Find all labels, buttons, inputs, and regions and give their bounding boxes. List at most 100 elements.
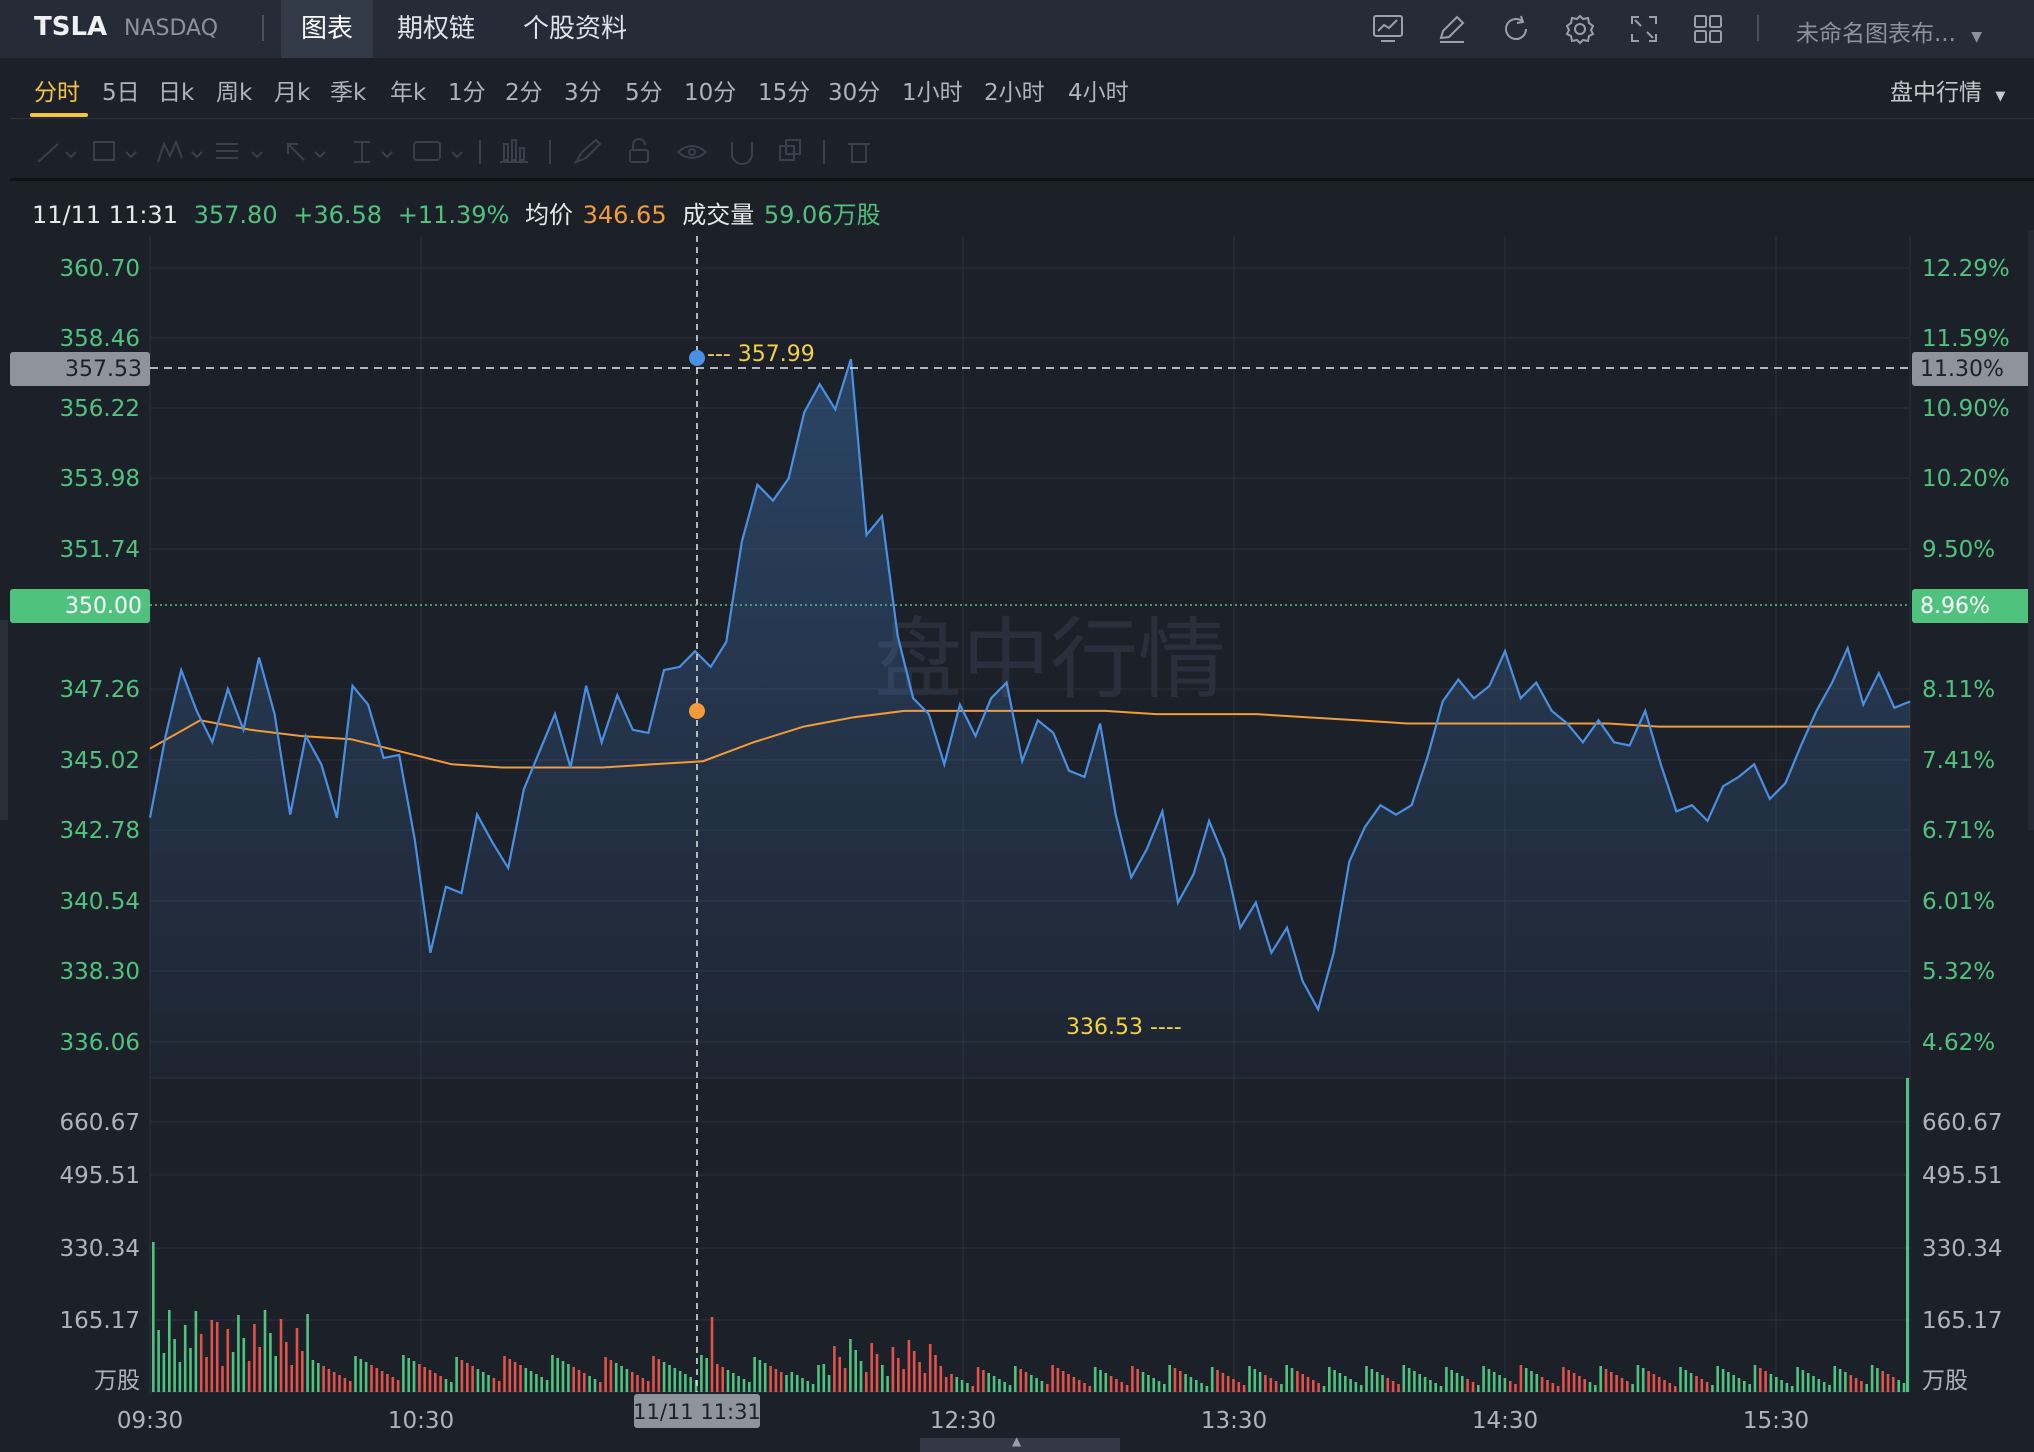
volume-bar <box>912 1351 916 1392</box>
period-10[interactable]: 5分 <box>625 80 663 106</box>
layout-selector[interactable]: 未命名图表布... ▼ <box>1796 14 1982 48</box>
period-1[interactable]: 5日 <box>102 80 140 106</box>
price-line <box>148 358 1911 1013</box>
volume-bar <box>402 1355 405 1392</box>
volume-bar <box>577 1370 581 1392</box>
period-0[interactable]: 分时 <box>34 80 80 106</box>
period-13[interactable]: 30分 <box>828 80 881 106</box>
arrow-tool-icon[interactable] <box>287 143 326 161</box>
period-4[interactable]: 月k <box>274 80 311 106</box>
price-tick: 358.46 <box>60 326 140 352</box>
volume-bar <box>1604 1369 1608 1392</box>
volume-bar <box>1274 1381 1278 1392</box>
rectangle-tool-icon[interactable] <box>93 141 137 161</box>
grid-layout-icon[interactable] <box>1691 12 1725 46</box>
volume-tick: 165.17 <box>1922 1308 2002 1334</box>
volume-bar <box>1429 1380 1432 1392</box>
sidebar-toggle-handle[interactable] <box>0 620 8 820</box>
volume-bar <box>1455 1373 1459 1392</box>
volume-bar <box>1253 1369 1257 1392</box>
indicator-chart-icon[interactable] <box>1371 12 1405 46</box>
magnet-icon[interactable] <box>731 142 753 165</box>
text-cursor-tool-icon[interactable] <box>354 141 393 163</box>
volume-bar <box>726 1370 730 1392</box>
period-6[interactable]: 年k <box>390 80 427 106</box>
volume-bar <box>668 1365 671 1392</box>
pct-tick: 10.20% <box>1922 466 2010 492</box>
volume-bar <box>1312 1380 1315 1392</box>
eye-icon[interactable] <box>676 145 708 159</box>
info-avg-value: 346.65 <box>582 201 667 229</box>
volume-bar <box>684 1374 687 1392</box>
settings-gear-icon[interactable] <box>1563 12 1597 46</box>
watermark: 盘中行情 <box>874 608 1226 711</box>
volume-bar <box>801 1378 804 1392</box>
line-tool-icon[interactable] <box>37 143 77 163</box>
volume-bar <box>891 1347 895 1392</box>
fib-tool-icon[interactable] <box>216 143 263 159</box>
period-16[interactable]: 4小时 <box>1068 80 1129 106</box>
refresh-icon[interactable] <box>1499 12 1533 46</box>
volume-bar <box>1317 1383 1320 1392</box>
volume-bar <box>998 1379 1001 1392</box>
period-15[interactable]: 2小时 <box>984 80 1045 106</box>
volume-bar <box>1157 1381 1161 1392</box>
volume-bar <box>742 1379 746 1392</box>
time-tick: 09:30 <box>117 1408 183 1434</box>
pattern-tool-icon[interactable] <box>157 139 203 163</box>
trash-icon[interactable] <box>848 143 870 163</box>
lock-icon[interactable] <box>629 138 649 163</box>
reference-price-tag-bg <box>10 589 150 623</box>
draw-pencil-icon[interactable] <box>1435 12 1469 46</box>
volume-bar <box>1641 1368 1645 1392</box>
volume-bar <box>1897 1380 1900 1392</box>
period-12[interactable]: 15分 <box>758 80 811 106</box>
volume-bar <box>1753 1365 1757 1392</box>
tab-option-chain[interactable]: 期权链 <box>397 14 476 44</box>
exchange-label: NASDAQ <box>124 16 219 41</box>
pct-tick: 11.59% <box>1922 326 2010 352</box>
period-3[interactable]: 周k <box>216 80 253 106</box>
volume-bar <box>1402 1365 1406 1392</box>
volume-bar <box>918 1362 921 1392</box>
right-scrollbar[interactable] <box>2028 230 2034 830</box>
volume-unit-left: 万股 <box>94 1368 140 1394</box>
volume-bar <box>859 1361 863 1392</box>
period-7[interactable]: 1分 <box>448 80 486 106</box>
volume-bar <box>194 1311 198 1392</box>
volume-bar <box>1540 1377 1544 1392</box>
volume-bar <box>348 1381 352 1392</box>
tab-stock-profile[interactable]: 个股资料 <box>523 14 628 44</box>
brush-icon[interactable] <box>573 138 602 165</box>
tab-chart[interactable]: 图表 <box>281 0 374 58</box>
volume-bar <box>1269 1378 1273 1392</box>
volume-bar <box>1673 1386 1677 1392</box>
volume-bar <box>1328 1367 1331 1392</box>
period-9[interactable]: 3分 <box>564 80 602 106</box>
annotation-tool-icon[interactable] <box>413 141 463 161</box>
volume-bar <box>1445 1367 1448 1392</box>
volume-profile-icon[interactable] <box>500 139 528 163</box>
volume-bar <box>625 1369 629 1392</box>
fullscreen-icon[interactable] <box>1627 12 1661 46</box>
volume-bar <box>173 1339 176 1392</box>
volume-bar <box>1817 1379 1821 1392</box>
clone-icon[interactable] <box>779 139 801 161</box>
reference-pct-tag: 8.96% <box>1920 594 1990 619</box>
market-mode-selector[interactable]: 盘中行情 ▼ <box>1890 73 2005 107</box>
period-2[interactable]: 日k <box>158 80 195 106</box>
price-tick: 340.54 <box>60 889 140 915</box>
divider <box>1757 15 1759 41</box>
period-8[interactable]: 2分 <box>505 80 543 106</box>
volume-bar <box>1354 1382 1358 1392</box>
volume-bar <box>1083 1383 1086 1392</box>
volume-bar <box>290 1365 293 1392</box>
panel-expand-handle[interactable]: ▲ <box>920 1434 1120 1452</box>
period-11[interactable]: 10分 <box>684 80 737 106</box>
period-14[interactable]: 1小时 <box>902 80 963 106</box>
period-5[interactable]: 季k <box>330 80 367 106</box>
volume-bar <box>231 1352 235 1392</box>
volume-bar <box>1679 1367 1682 1392</box>
volume-bar <box>503 1356 506 1392</box>
